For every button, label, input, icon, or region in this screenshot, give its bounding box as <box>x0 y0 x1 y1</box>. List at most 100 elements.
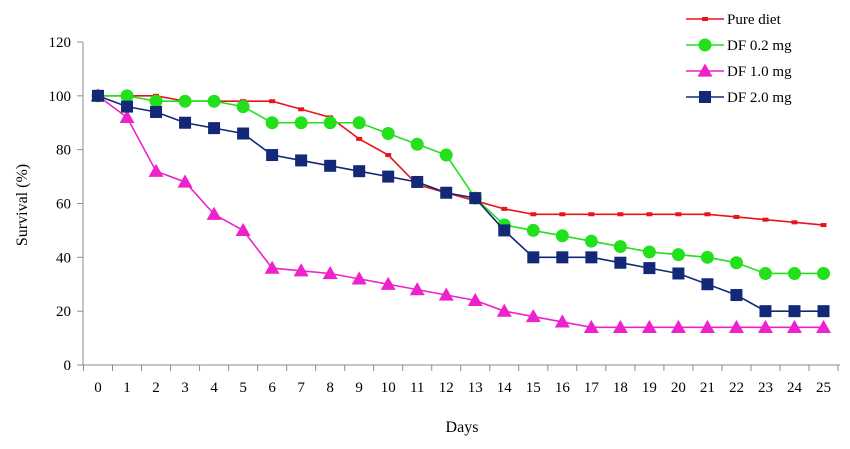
data-point <box>820 223 827 228</box>
data-point <box>816 319 831 333</box>
legend-item: DF 0.2 mg <box>686 38 792 54</box>
data-point <box>179 116 192 129</box>
data-point <box>324 159 337 172</box>
data-point <box>525 309 541 323</box>
data-point <box>148 163 164 177</box>
data-point <box>700 250 714 264</box>
data-point <box>207 94 221 108</box>
x-tick-label: 11 <box>410 380 424 396</box>
data-point <box>675 212 682 217</box>
x-tick-label: 6 <box>268 380 276 396</box>
data-point <box>295 154 308 167</box>
legend-item: DF 1.0 mg <box>686 63 792 80</box>
data-point <box>237 127 250 140</box>
data-point <box>642 245 656 259</box>
data-point <box>236 100 250 114</box>
x-tick-label: 21 <box>700 380 715 396</box>
data-point <box>614 256 627 269</box>
data-point <box>266 149 279 162</box>
data-point <box>265 116 279 130</box>
y-tick-label: 100 <box>49 89 72 105</box>
data-point <box>322 265 338 280</box>
legend: Pure diet DF 0.2 mg DF 1.0 mg DF 2.0 mg <box>686 12 792 106</box>
data-point <box>385 153 392 158</box>
data-point <box>381 127 395 141</box>
data-point <box>293 263 309 277</box>
legend-swatch-marker <box>702 17 708 21</box>
data-point <box>353 165 366 178</box>
x-axis-title: Days <box>446 419 479 436</box>
x-tick-label: 10 <box>381 380 396 396</box>
x-tick-label: 8 <box>326 380 334 396</box>
data-point <box>149 94 163 108</box>
x-tick-label: 18 <box>613 380 628 396</box>
x-tick-label: 15 <box>526 380 541 396</box>
data-point <box>584 234 598 248</box>
x-tick-label: 16 <box>555 380 571 396</box>
data-point <box>527 251 540 264</box>
x-tick-label: 1 <box>123 380 131 396</box>
x-tick-label: 13 <box>468 380 483 396</box>
y-axis-title: Survival (%) <box>14 164 31 246</box>
x-tick-label: 0 <box>94 380 102 396</box>
x-tick-label: 17 <box>584 380 600 396</box>
data-point <box>382 170 395 183</box>
data-point <box>758 266 772 280</box>
data-point <box>530 212 537 217</box>
data-point <box>556 251 569 264</box>
data-point <box>206 206 222 220</box>
data-point <box>617 212 624 217</box>
data-point <box>670 319 686 333</box>
x-tick-label: 12 <box>439 380 454 396</box>
data-point <box>762 217 769 222</box>
y-tick-label: 60 <box>56 197 71 213</box>
data-point <box>588 212 595 217</box>
data-point <box>728 319 744 333</box>
data-point <box>323 116 337 130</box>
data-point <box>641 319 657 333</box>
data-point <box>704 212 711 217</box>
series-line-df-1-0-mg <box>97 95 824 329</box>
data-point <box>298 107 305 112</box>
data-point <box>788 305 801 318</box>
data-point <box>559 212 566 217</box>
legend-item: DF 2.0 mg <box>686 90 792 106</box>
data-point <box>501 206 508 211</box>
x-tick-label: 9 <box>355 380 363 396</box>
data-point <box>469 192 482 205</box>
x-tick-label: 25 <box>816 380 831 396</box>
data-point <box>92 89 104 102</box>
legend-swatch-marker <box>698 38 712 52</box>
x-tick-label: 2 <box>152 380 160 396</box>
data-point <box>380 276 396 290</box>
legend-item: Pure diet <box>686 12 782 28</box>
legend-label: DF 0.2 mg <box>727 38 792 54</box>
data-point <box>817 305 830 318</box>
legend-label: Pure diet <box>727 12 782 28</box>
data-point <box>294 116 308 130</box>
x-tick-label: 5 <box>239 380 247 396</box>
series-pure-diet <box>95 93 827 228</box>
data-point <box>411 175 424 188</box>
series-df-2-0-mg <box>92 89 830 318</box>
data-point <box>646 212 653 217</box>
legend-label: DF 1.0 mg <box>727 64 792 80</box>
data-point <box>699 319 715 333</box>
data-point <box>356 136 363 141</box>
data-point <box>612 319 628 333</box>
data-point <box>269 99 276 104</box>
series-line-df-2-0-mg <box>97 95 824 312</box>
data-point <box>178 94 192 108</box>
data-point <box>729 256 743 270</box>
data-point <box>352 116 366 130</box>
data-point <box>701 278 714 291</box>
series-df-0-2-mg <box>91 89 830 280</box>
data-point <box>613 240 627 254</box>
data-point <box>643 262 656 275</box>
y-tick-label: 80 <box>56 143 71 159</box>
data-point <box>120 89 134 103</box>
legend-label: DF 2.0 mg <box>727 90 792 106</box>
